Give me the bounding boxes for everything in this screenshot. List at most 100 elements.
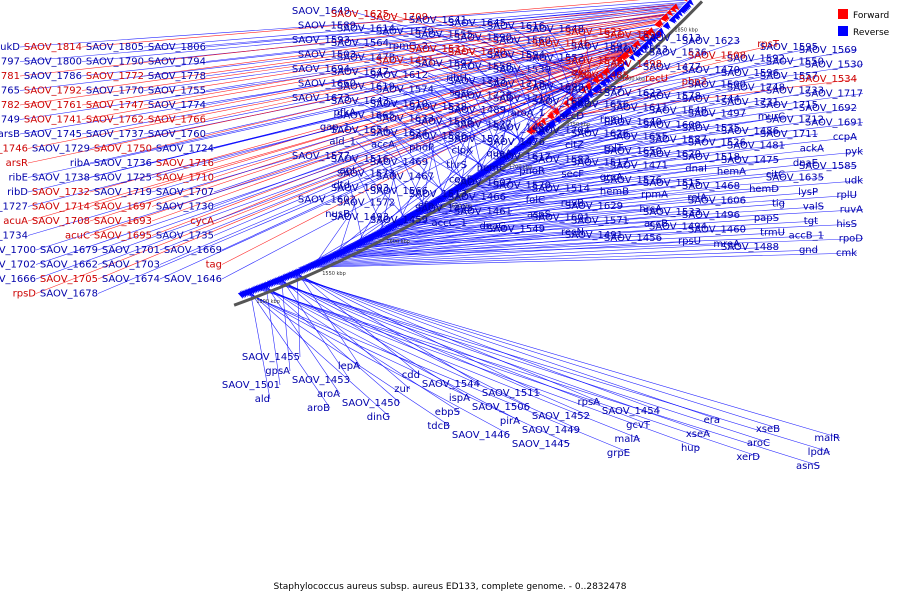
feature-label: SAOV_1573 — [337, 169, 395, 180]
feature-label: SAOV_1560 — [493, 36, 551, 47]
feature-label: SAOV_1612 — [370, 70, 428, 81]
leader-line — [355, 83, 506, 154]
feature-label: SAOV_1792 — [24, 86, 82, 97]
reverse-feature-arrow — [645, 39, 652, 47]
feature-label: SAOV_1709 — [370, 12, 428, 23]
feature-label: lukD — [0, 42, 20, 53]
feature-label: era — [704, 415, 720, 426]
feature-label: hisS — [836, 219, 857, 230]
feature-label: SAOV_1455 — [242, 352, 300, 363]
leader-line — [394, 144, 424, 206]
feature-label: SAOV_1674 — [102, 274, 160, 285]
feature-label: SAOV_1503 — [298, 50, 356, 61]
forward-feature-arrow — [654, 21, 661, 29]
feature-label: SAOV_1669 — [164, 245, 222, 256]
feature-label: phoP — [409, 143, 434, 154]
feature-label: SAOV_1633 — [376, 114, 434, 125]
leader-line — [517, 83, 546, 145]
feature-label: SAOV_1765 — [0, 86, 20, 97]
reverse-feature-arrow — [649, 35, 656, 43]
leader-line — [346, 214, 741, 246]
feature-label: SAOV_1513 — [409, 189, 467, 200]
legend-swatch-forward — [838, 9, 848, 19]
feature-label: SAOV_1574 — [376, 85, 434, 96]
reverse-feature-arrow — [678, 7, 686, 14]
feature-label: gap_1 — [320, 122, 350, 133]
leader-line — [241, 290, 571, 445]
leader-line — [466, 48, 556, 109]
leader-line — [285, 272, 721, 421]
leader-line — [387, 188, 780, 226]
feature-label: apt — [340, 166, 356, 177]
feature-label: SAOV_1577 — [292, 151, 350, 162]
feature-label: thrS — [446, 160, 467, 171]
leader-line — [440, 135, 468, 195]
leader-line — [239, 291, 631, 454]
feature-label: SAOV_1569 — [799, 45, 857, 56]
feature-label: SAOV_1624 — [370, 128, 428, 139]
leader-line — [205, 17, 671, 91]
leader-line — [478, 112, 546, 172]
feature-label: SAOV_1704 — [532, 126, 590, 137]
feature-label: SAOV_1734 — [0, 231, 28, 242]
leader-line — [498, 98, 552, 159]
leader-line — [27, 28, 650, 149]
feature-label: SAOV_1600 — [643, 120, 701, 131]
leader-line — [279, 275, 351, 381]
leader-line — [89, 56, 618, 236]
feature-label: SAOV_1607 — [454, 178, 512, 189]
feature-label: SAOV_1805 — [86, 42, 144, 53]
tick-label: 1700 kbp — [509, 164, 533, 170]
leader-line — [343, 220, 819, 248]
feature-label: SAOV_1533 — [643, 207, 701, 218]
feature-label: cmk — [836, 248, 857, 259]
feature-label: SAOV_1647 — [331, 67, 389, 78]
feature-label: dinG — [367, 412, 390, 423]
leader-line — [19, 28, 660, 135]
feature-label: SAOV_1476 — [487, 137, 545, 148]
feature-label: rpmI — [600, 114, 623, 125]
feature-label: SAOV_1691 — [805, 118, 863, 129]
reverse-feature-arrow — [640, 44, 647, 51]
leader-line — [435, 147, 624, 199]
feature-label: rplT — [604, 143, 624, 154]
feature-label: rpmG_2 — [389, 41, 428, 52]
feature-label: SAOV_1532 — [565, 56, 623, 67]
leader-line — [466, 106, 482, 170]
leader-line — [433, 31, 580, 99]
leader-line — [19, 4, 674, 77]
leader-line — [566, 61, 825, 110]
leader-line — [244, 289, 451, 427]
feature-label: efp — [418, 201, 434, 212]
leader-line — [243, 289, 511, 436]
leader-line — [471, 127, 741, 177]
feature-label: rpsT — [757, 39, 780, 50]
feature-label: pbp2 — [682, 77, 707, 88]
feature-label: SAOV_1778 — [148, 71, 206, 82]
feature-label: malA — [615, 434, 641, 445]
leader-line — [433, 150, 663, 200]
feature-label: SAOV_1716 — [156, 158, 214, 169]
feature-label: SAOV_1673 — [292, 93, 350, 104]
leader-line — [262, 282, 401, 404]
leader-line — [452, 139, 708, 188]
feature-label: SAOV_1544 — [422, 379, 480, 390]
leader-line — [430, 156, 741, 201]
leader-line — [89, 52, 624, 222]
leader-line — [143, 16, 672, 91]
leader-line — [159, 76, 606, 280]
leader-line — [466, 19, 597, 85]
feature-label: SAOV_1635 — [766, 173, 824, 184]
leader-line — [27, 50, 625, 222]
reverse-feature-arrow — [574, 100, 581, 108]
leader-line — [307, 234, 624, 264]
leader-line — [381, 173, 396, 229]
leader-line — [213, 50, 636, 193]
feature-label: SAOV_1546 — [532, 39, 590, 50]
leader-line — [511, 98, 741, 150]
leader-line — [143, 2, 686, 48]
feature-label: SAOV_1666 — [0, 274, 36, 285]
leader-line — [394, 86, 505, 155]
